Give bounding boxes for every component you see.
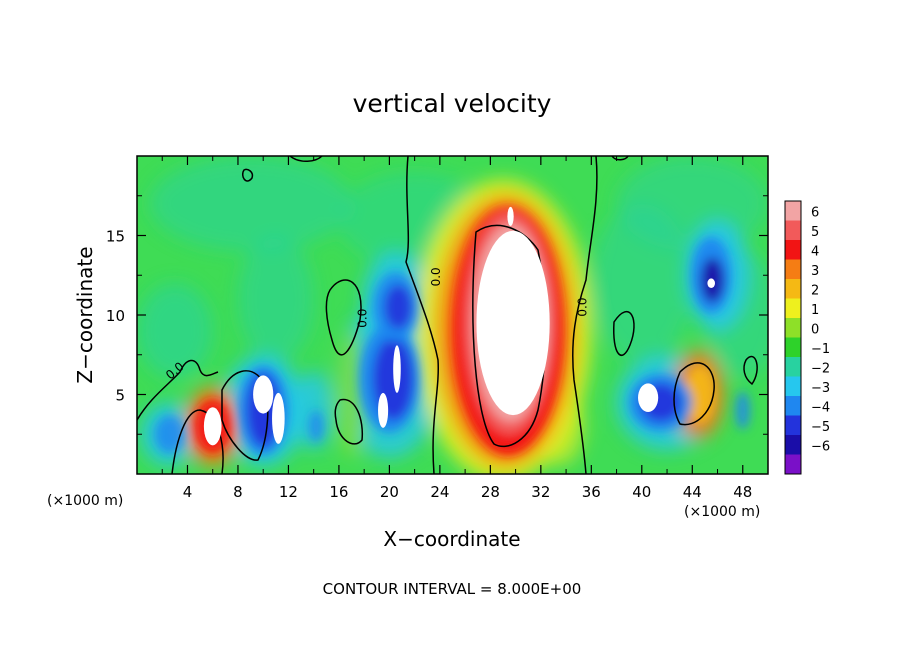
contour-line: [289, 156, 323, 162]
contour-label: 0.0: [356, 309, 370, 328]
colorbar-label: −4: [811, 400, 830, 415]
colorbar-swatch: [785, 279, 801, 299]
x-tick-label: 28: [481, 483, 500, 501]
colorbar-swatch: [785, 259, 801, 279]
colorbar-label: −5: [811, 420, 830, 435]
colorbar-label: −1: [811, 342, 830, 357]
contour-line: [137, 359, 219, 421]
contour-line: [613, 310, 635, 357]
field-core: [384, 284, 413, 330]
x-tick-label: 40: [632, 483, 651, 501]
colorbar-swatch: [785, 396, 801, 416]
colorbar-label: 1: [811, 303, 819, 318]
y-tick-label: 5: [115, 387, 125, 405]
contour-label: 0.0: [575, 298, 589, 317]
contour-labels: 0.00.00.00.0: [163, 267, 589, 382]
field-core: [735, 391, 751, 430]
colorbar-swatch: [785, 415, 801, 435]
colorbar-swatch: [785, 201, 801, 221]
x-tick-label: 48: [733, 483, 752, 501]
x-tick-label: 44: [683, 483, 702, 501]
contour-interval-note: CONTOUR INTERVAL = 8.000E+00: [323, 580, 582, 598]
y-axis-label: Z−coordinate: [73, 246, 97, 383]
x-tick-label: 4: [183, 483, 193, 501]
y-tick-label: 10: [106, 307, 125, 325]
contour-line: [743, 355, 758, 386]
field-saturated: [476, 230, 550, 416]
x-axis: 4 8 12 16 20 24 28 32 36 40 44 48: [161, 156, 752, 501]
colorbar-label: 2: [811, 283, 819, 298]
field-blob: [149, 156, 352, 252]
field-blob: [591, 203, 693, 363]
colorbar-frame: [784, 200, 802, 475]
contour-line: [472, 224, 547, 448]
field-saturated: [507, 206, 514, 226]
contour-line: [325, 279, 362, 356]
field-saturated: [253, 375, 274, 414]
x-unit-right: (×1000 m): [684, 504, 760, 520]
field-saturated: [378, 392, 389, 428]
x-tick-label: 24: [430, 483, 449, 501]
x-tick-label: 16: [329, 483, 348, 501]
colorbar-swatch: [785, 454, 801, 474]
colorbar-label: 4: [811, 244, 819, 259]
y-axis: 5 10 15: [106, 195, 768, 435]
field-saturated: [707, 278, 715, 288]
field-blob: [336, 330, 367, 459]
field-saturated: [393, 345, 401, 393]
contour-line: [221, 370, 269, 461]
colorbar-label: 3: [811, 264, 819, 279]
contour-line: [572, 156, 598, 474]
colorbar-swatch: [785, 376, 801, 396]
colorbar-swatch: [785, 220, 801, 240]
contour-line: [334, 399, 364, 445]
x-axis-label: X−coordinate: [383, 527, 520, 551]
contour-label: 0.0: [429, 267, 443, 286]
contour-line: [673, 362, 715, 426]
colorbar-swatch: [785, 435, 801, 455]
colorbar-swatch: [785, 240, 801, 260]
colorbar: 6 5 4 3 2 1 0 −1 −2 −3 −4 −5 −6: [784, 200, 830, 475]
colorbar-label: −2: [811, 361, 830, 376]
colorbar-swatch: [785, 337, 801, 357]
contour-line: [171, 409, 224, 474]
field-core: [308, 410, 324, 443]
field-saturated: [638, 383, 659, 412]
field-blob: [237, 235, 314, 363]
colorbar-swatch: [785, 318, 801, 338]
x-tick-label: 32: [531, 483, 550, 501]
field-saturated: [203, 407, 222, 446]
contour-line: [611, 156, 629, 161]
x-tick-label: 12: [279, 483, 298, 501]
x-tick-label: 20: [380, 483, 399, 501]
chart-title: vertical velocity: [353, 89, 552, 118]
contour-line: [405, 156, 440, 474]
colorbar-label: 5: [811, 225, 819, 240]
colorbar-label: −3: [811, 381, 830, 396]
colorbar-swatch: [785, 298, 801, 318]
x-tick-label: 36: [582, 483, 601, 501]
field-blob: [137, 283, 213, 379]
velocity-field: [137, 156, 768, 474]
field-saturated: [272, 392, 285, 444]
colorbar-label: −6: [811, 439, 830, 454]
colorbar-swatch: [785, 357, 801, 377]
contour-line: [241, 168, 254, 182]
x-unit-left: (×1000 m): [47, 493, 123, 509]
y-tick-label: 15: [106, 228, 125, 246]
colorbar-label: 0: [811, 322, 819, 337]
field-core: [684, 365, 715, 424]
x-tick-label: 8: [233, 483, 243, 501]
colorbar-label: 6: [811, 205, 819, 220]
